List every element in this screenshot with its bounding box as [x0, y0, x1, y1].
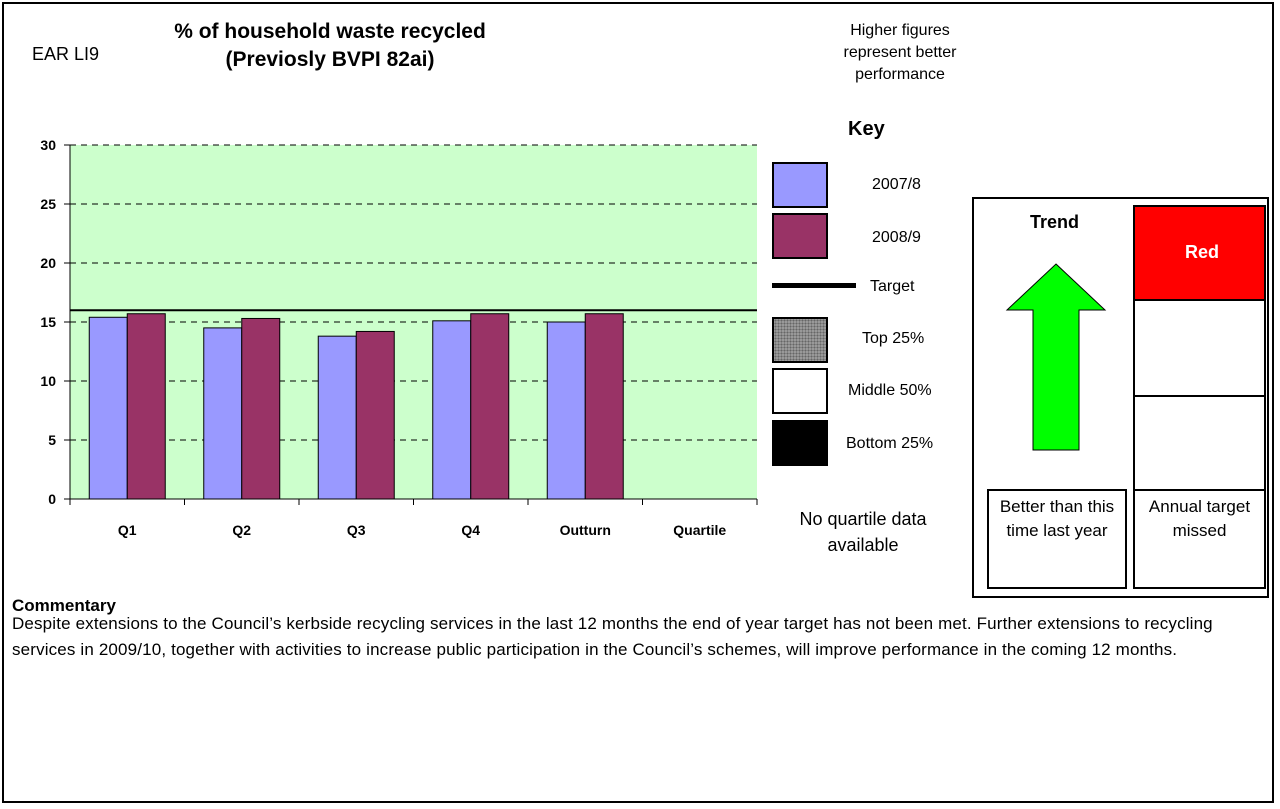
up-arrow-icon: [1005, 262, 1107, 452]
status-bottom-cell: [1133, 395, 1266, 491]
key-label-middle-50: Middle 50%: [848, 382, 932, 400]
bar-2007-8-q1: [89, 317, 127, 499]
trend-title: Trend: [1030, 212, 1079, 233]
y-tick-label: 25: [40, 196, 56, 212]
y-tick-label: 0: [48, 491, 56, 507]
key-swatch-top-25: [772, 317, 828, 363]
x-tick-label: Q3: [347, 522, 366, 538]
status-label: Red: [1132, 242, 1272, 263]
x-tick-label: Q4: [461, 522, 480, 538]
bar-2008-9-q4: [471, 314, 509, 499]
no-quartile-note: No quartile data available: [778, 506, 948, 558]
status-caption: Annual target missed: [1133, 489, 1266, 589]
bar-2007-8-q4: [433, 321, 471, 499]
y-tick-label: 5: [48, 432, 56, 448]
key-swatch-middle-50: [772, 368, 828, 414]
bar-2007-8-q2: [204, 328, 242, 499]
performance-note: Higher figures represent better performa…: [820, 20, 980, 86]
y-tick-label: 20: [40, 255, 56, 271]
key-target-line: [772, 283, 856, 288]
bar-2008-9-q1: [127, 314, 165, 499]
bar-2008-9-outturn: [585, 314, 623, 499]
bar-2008-9-q2: [242, 318, 280, 499]
bar-2008-9-q3: [356, 331, 394, 499]
bar-chart: 0 5 10 15 20 25 30 Q1 Q2 Q3 Q4 Outturn Quartile: [0, 0, 770, 560]
x-tick-label: Quartile: [673, 522, 726, 538]
trend-caption: Better than this time last year: [987, 489, 1127, 589]
commentary-text: Despite extensions to the Council’s kerb…: [12, 611, 1252, 663]
x-tick-label: Q2: [232, 522, 251, 538]
key-title: Key: [848, 118, 885, 141]
key-label-top-25: Top 25%: [862, 330, 924, 348]
key-label-bottom-25: Bottom 25%: [846, 435, 933, 453]
x-tick-label: Q1: [118, 522, 137, 538]
x-tick-label: Outturn: [560, 522, 611, 538]
key-label-target: Target: [870, 278, 914, 296]
key-label-2007-8: 2007/8: [872, 176, 921, 194]
key-swatch-2007-8: [772, 162, 828, 208]
bar-2007-8-q3: [318, 336, 356, 499]
key-label-2008-9: 2008/9: [872, 229, 921, 247]
bar-2007-8-outturn: [547, 322, 585, 499]
y-tick-label: 30: [40, 137, 56, 153]
status-middle-cell: [1133, 299, 1266, 397]
key-swatch-bottom-25: [772, 420, 828, 466]
y-tick-label: 10: [40, 373, 56, 389]
key-swatch-2008-9: [772, 213, 828, 259]
y-tick-label: 15: [40, 314, 56, 330]
